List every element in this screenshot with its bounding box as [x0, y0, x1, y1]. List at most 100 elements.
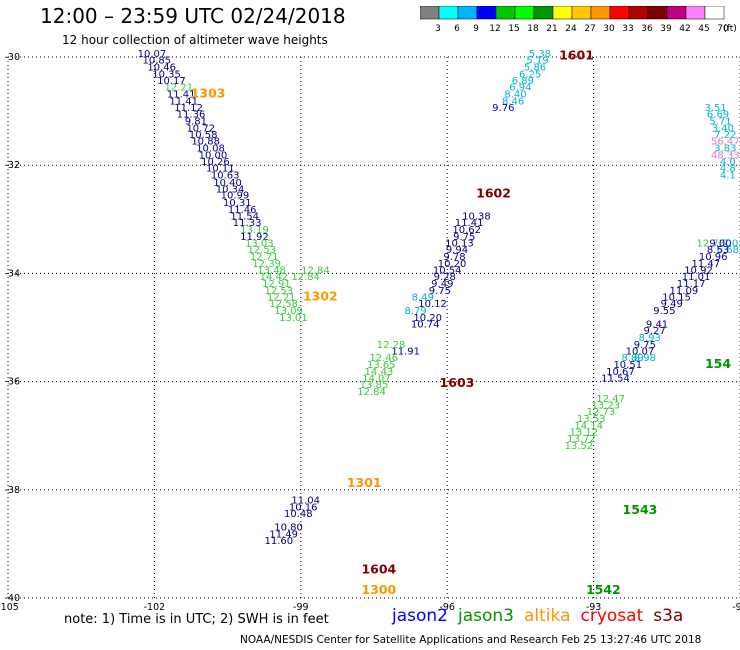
wave-height-label: 13.19: [240, 225, 269, 236]
pass-number-label: 1300: [361, 582, 396, 597]
wave-height-label: 9.76: [492, 103, 514, 114]
pass-number-label: 1603: [440, 375, 475, 390]
wave-height-label: 14.43: [365, 367, 394, 378]
wave-height-label: 11.17: [677, 279, 706, 290]
wave-height-label: 10.85: [143, 55, 172, 66]
chart-subtitle: 12 hour collection of altimeter wave hei…: [62, 33, 328, 47]
wave-height-label: 12.46: [369, 353, 398, 364]
y-tick-label: -40: [4, 593, 20, 604]
y-tick-label: -32: [4, 160, 20, 171]
wave-height-label: 6.89: [512, 76, 534, 87]
wave-height-label: 5.71: [709, 117, 731, 128]
wave-height-label: 12.21: [267, 292, 296, 303]
wave-height-label: 10.72: [186, 124, 215, 135]
wave-height-label: 10.92: [684, 265, 713, 276]
wave-height-label: 11.09: [670, 286, 699, 297]
wave-height-label: 9.49: [431, 279, 453, 290]
wave-height-label: 14.07: [362, 374, 391, 385]
color-scale-label: 30: [603, 24, 615, 34]
wave-height-label: 8.89: [622, 353, 644, 364]
wave-height-label: 3.83: [714, 144, 736, 155]
pass-number-label: 1542: [586, 582, 621, 597]
pass-number-label: 1301: [347, 475, 382, 490]
wave-height-label: 13.85: [360, 380, 389, 391]
wave-height-label: 6.94: [509, 83, 531, 94]
wave-height-label: 10.15: [662, 292, 691, 303]
color-scale-legend: 3 6 9 12 15 18 21 24 27 30 33 36 39 42 45 70(ft): [420, 6, 737, 34]
wave-height-label: 11.36: [177, 110, 206, 121]
wave-height-label: 5.38: [529, 49, 551, 60]
wave-height-label: 3.51: [704, 103, 726, 114]
wave-height-label: 12.53: [247, 245, 276, 256]
wave-height-label: 6.25: [519, 70, 541, 81]
wave-height-label: 10.99: [221, 191, 250, 202]
x-tick-label: -102: [144, 602, 166, 613]
wave-height-label: 11.12: [174, 103, 203, 114]
wave-height-label: 10.35: [152, 70, 181, 81]
x-tick-label: -105: [0, 602, 19, 613]
wave-height-label: 12.58: [269, 299, 298, 310]
wave-height-label: 4.8: [720, 164, 736, 175]
wave-height-label: 10.80: [274, 522, 303, 533]
color-scale-label: 3: [435, 24, 441, 34]
wave-height-label: 5.86: [524, 63, 546, 74]
y-tick-label: -34: [4, 268, 20, 279]
wave-height-label: 13.52: [565, 441, 594, 452]
wave-height-label: 10.40: [213, 178, 242, 189]
chart-title: 12:00 – 23:59 UTC 02/24/2018: [40, 4, 346, 28]
wave-height-label: 13.53: [577, 414, 606, 425]
wave-height-label: 11.46: [228, 205, 257, 216]
pass-number-label: 1302: [303, 288, 338, 303]
wave-height-label: 12.71: [250, 252, 279, 263]
wave-height-label: 11.60: [265, 536, 294, 547]
wave-height-label: 12.84: [357, 387, 386, 398]
color-scale-label: 39: [660, 24, 672, 34]
x-tick-label: -90: [732, 602, 740, 613]
pass-number-label: 1602: [476, 186, 511, 201]
wave-height-label: 10.48: [284, 509, 313, 520]
wave-height-label: 8.98: [634, 353, 656, 364]
wave-height-label: 14.42: [260, 272, 289, 283]
wave-height-label: 10.20: [438, 259, 467, 270]
wave-height-label: 4.0: [720, 157, 736, 168]
wave-height-label: 8.93: [639, 333, 661, 344]
wave-height-label: 11.54: [230, 211, 259, 222]
wave-height-label: 10.62: [452, 225, 481, 236]
legend-entry-jason3: jason3: [458, 606, 514, 626]
wave-height-label: 11.47: [692, 259, 721, 270]
wave-height-label: 13.23: [591, 401, 620, 412]
footer-note: note: 1) Time is in UTC; 2) SWH is in fe…: [64, 612, 329, 627]
credit-line: NOAA/NESDIS Center for Satellite Applica…: [240, 634, 702, 646]
wave-height-label: 8.40: [504, 90, 526, 101]
wave-height-label: 11.54: [601, 374, 630, 385]
wave-height-label: 9.28: [434, 272, 456, 283]
color-scale-label: 33: [622, 24, 633, 34]
wave-height-label: 12.73: [587, 407, 616, 418]
x-tick-label: -96: [439, 602, 455, 613]
wave-height-label: 10.31: [223, 198, 252, 209]
x-tick-label: -93: [586, 602, 602, 613]
wave-height-label: 13.12: [570, 428, 599, 439]
color-swatch: [704, 6, 725, 20]
wave-height-label: 11.49: [269, 529, 298, 540]
color-scale-label: 6: [454, 24, 460, 34]
wave-height-label: 10.88: [191, 137, 220, 148]
color-scale-label: 12: [489, 24, 500, 34]
wave-height-label: 14.14: [574, 421, 603, 432]
wave-height-label: 10.63: [211, 171, 240, 182]
wave-height-label: 11.41: [455, 218, 484, 229]
wave-height-label: 11.33: [233, 218, 262, 229]
wave-height-label: 12.53: [265, 286, 294, 297]
wave-height-label: 10.34: [216, 184, 245, 195]
wave-height-label: 10.67: [606, 367, 635, 378]
wave-height-label: 9.00: [709, 238, 731, 249]
wave-height-label: 5.19: [526, 55, 548, 66]
wave-height-label: 9.78: [443, 252, 465, 263]
wave-height-label: 8.46: [502, 97, 524, 108]
pass-number-label: 1604: [361, 562, 396, 577]
wave-height-label: 12.73: [696, 238, 725, 249]
pass-number-label: 1303: [191, 86, 226, 101]
color-scale-label: 42: [679, 24, 690, 34]
wave-height-label: 10.11: [206, 164, 235, 175]
satellite-legend: jason2 jason3 altika cryosat s3a: [392, 606, 693, 626]
